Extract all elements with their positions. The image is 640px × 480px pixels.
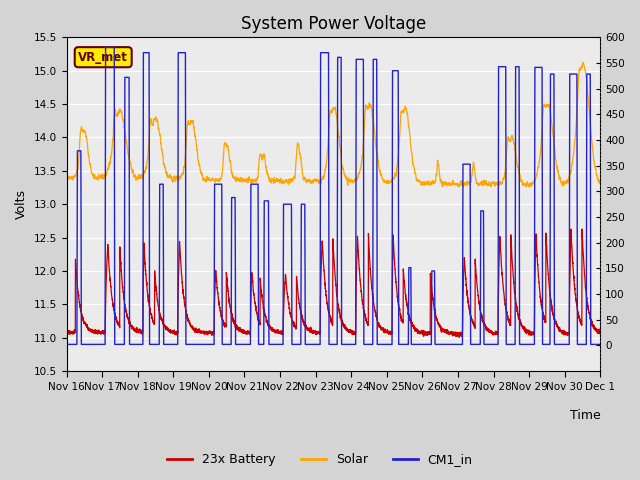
Y-axis label: Volts: Volts xyxy=(15,189,28,219)
Legend: 23x Battery, Solar, CM1_in: 23x Battery, Solar, CM1_in xyxy=(163,448,477,471)
Text: Time: Time xyxy=(570,409,600,422)
Text: VR_met: VR_met xyxy=(78,51,128,64)
Title: System Power Voltage: System Power Voltage xyxy=(241,15,426,33)
Bar xyxy=(67,37,600,371)
